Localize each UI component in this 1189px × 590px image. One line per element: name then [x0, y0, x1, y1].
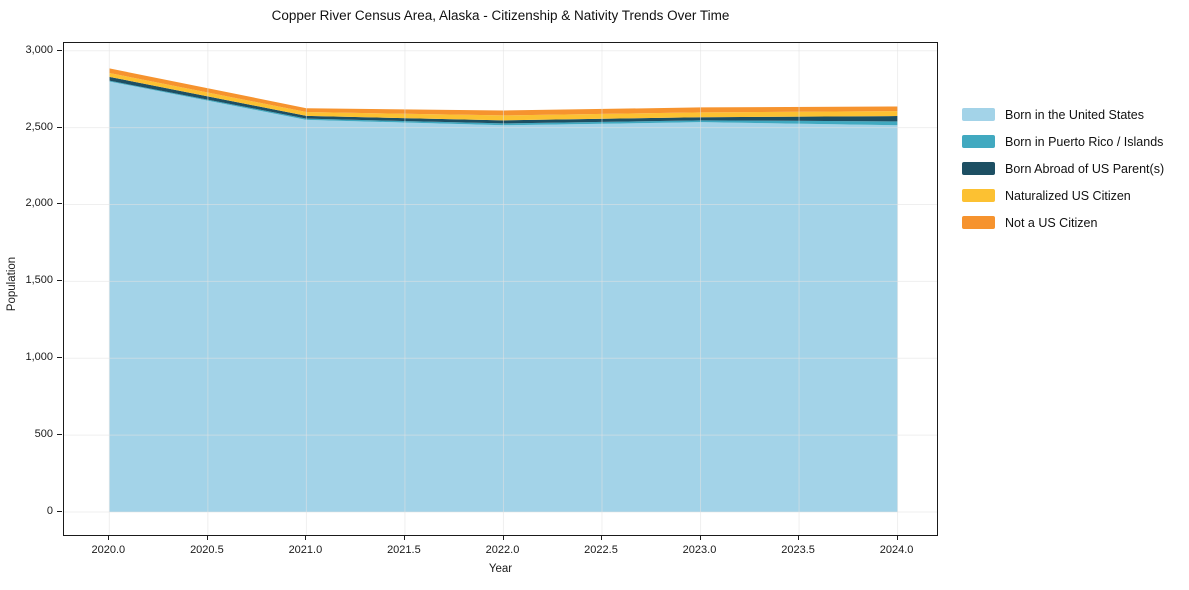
y-axis-label: Population [6, 256, 18, 312]
y-tick-label: 2,500 [25, 120, 53, 133]
stacked-area-plot [64, 43, 937, 535]
legend-label: Born Abroad of US Parent(s) [1005, 161, 1165, 176]
x-tick-mark [502, 536, 504, 540]
area-series-3 [109, 72, 898, 121]
y-tick-mark [57, 280, 62, 282]
legend-item: Born in Puerto Rico / Islands [962, 128, 1164, 155]
y-tick-label: 1,000 [25, 351, 53, 364]
area-series-4 [109, 68, 898, 116]
y-tick-label: 3,000 [25, 43, 53, 56]
y-tick-mark [57, 357, 62, 359]
y-tick-mark [57, 510, 62, 512]
x-tick-label: 2021.5 [387, 544, 421, 556]
x-tick-label: 2022.5 [584, 544, 618, 556]
x-tick-label: 2022.0 [485, 544, 520, 556]
y-tick-mark [57, 126, 62, 128]
legend-swatch [962, 108, 995, 121]
x-tick-label: 2023.5 [781, 544, 815, 556]
x-tick-mark [206, 536, 208, 540]
x-tick-mark [798, 536, 800, 540]
legend: Born in the United States Born in Puerto … [962, 101, 1164, 236]
x-tick-label: 2023.0 [682, 544, 717, 556]
legend-label: Born in Puerto Rico / Islands [1005, 134, 1164, 149]
chart-title: Copper River Census Area, Alaska - Citiz… [271, 8, 730, 23]
y-tick-mark [57, 434, 62, 436]
x-tick-mark [108, 536, 110, 540]
y-tick-label: 500 [34, 428, 53, 441]
legend-item: Naturalized US Citizen [962, 182, 1164, 209]
x-tick-mark [699, 536, 701, 540]
x-tick-mark [305, 536, 307, 540]
y-tick-label: 1,500 [25, 274, 53, 287]
legend-swatch [962, 162, 995, 175]
y-tick-mark [57, 49, 62, 51]
legend-item: Not a US Citizen [962, 209, 1164, 236]
y-tick-label: 0 [46, 504, 53, 517]
x-tick-mark [896, 536, 898, 540]
x-tick-label: 2020.5 [190, 544, 224, 556]
legend-swatch [962, 135, 995, 148]
x-tick-label: 2021.0 [288, 544, 323, 556]
area-series-2 [109, 76, 898, 124]
plot-area [63, 42, 938, 536]
x-tick-mark [403, 536, 405, 540]
x-tick-label: 2020.0 [91, 544, 126, 556]
legend-label: Born in the United States [1005, 107, 1144, 122]
legend-item: Born Abroad of US Parent(s) [962, 155, 1164, 182]
x-tick-label: 2024.0 [879, 544, 914, 556]
y-tick-mark [57, 203, 62, 205]
x-axis-label: Year [488, 563, 513, 575]
legend-item: Born in the United States [962, 101, 1164, 128]
legend-label: Naturalized US Citizen [1005, 188, 1131, 203]
legend-label: Not a US Citizen [1005, 215, 1098, 230]
legend-swatch [962, 216, 995, 229]
x-tick-mark [601, 536, 602, 540]
y-tick-label: 2,000 [25, 197, 53, 210]
legend-swatch [962, 189, 995, 202]
